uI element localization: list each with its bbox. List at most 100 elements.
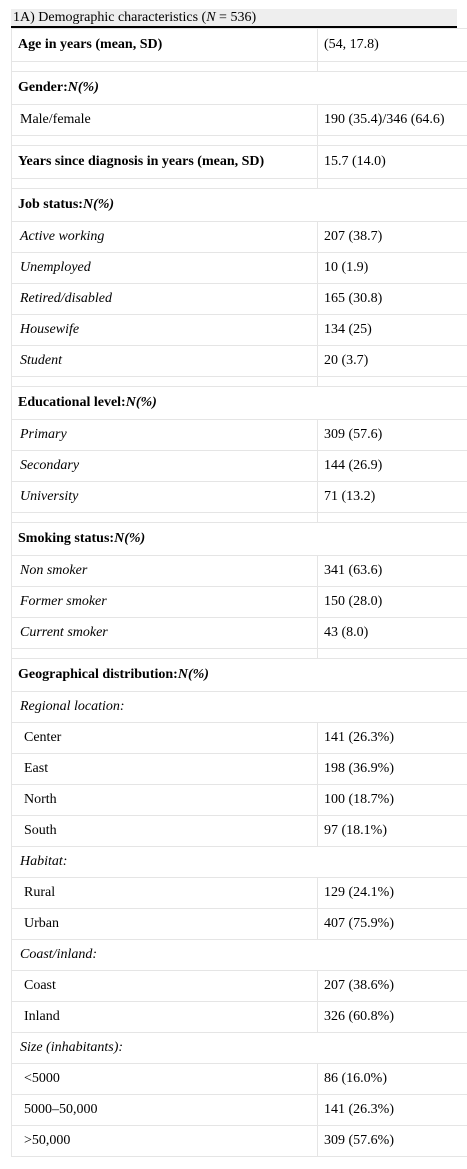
table-row: Unemployed 10 (1.9) xyxy=(11,252,467,284)
section-unit: N(%) xyxy=(114,531,146,546)
row-label: Male/female xyxy=(11,104,318,136)
section-gender: Gender:N(%) xyxy=(11,71,467,105)
table-row: <5000 86 (16.0%) xyxy=(11,1063,467,1095)
row-label: >50,000 xyxy=(11,1125,318,1157)
row-value: 165 (30.8) xyxy=(317,283,467,315)
age-label: Age in years (mean, SD) xyxy=(11,28,318,62)
row-label: Active working xyxy=(11,221,318,253)
section-job-status: Job status:N(%) xyxy=(11,188,467,222)
section-unit: N(%) xyxy=(125,395,157,410)
years-diagnosis-row: Years since diagnosis in years (mean, SD… xyxy=(11,145,467,179)
table-row: East 198 (36.9%) xyxy=(11,753,467,785)
table-row: Primary 309 (57.6) xyxy=(11,419,467,451)
table-row: Male/female 190 (35.4)/346 (64.6) xyxy=(11,104,467,136)
row-value: 97 (18.1%) xyxy=(317,815,467,847)
section-label: Job status: xyxy=(18,197,83,212)
row-label: East xyxy=(11,753,318,785)
age-value: (54, 17.8) xyxy=(317,28,467,62)
section-label: Smoking status: xyxy=(18,531,115,546)
separator-row xyxy=(11,376,467,387)
section-unit: N(%) xyxy=(177,667,209,682)
section-header: Educational level:N(%) xyxy=(11,386,467,420)
row-label: Retired/disabled xyxy=(11,283,318,315)
row-label: Urban xyxy=(11,908,318,940)
caption-prefix: 1A) Demographic characteristics ( xyxy=(13,10,207,25)
row-value: 43 (8.0) xyxy=(317,617,467,649)
subsection-label: Regional location: xyxy=(11,691,467,723)
row-value: 190 (35.4)/346 (64.6) xyxy=(317,104,467,136)
section-unit: N(%) xyxy=(67,80,99,95)
subsection-label: Habitat: xyxy=(11,846,467,878)
row-label: Inland xyxy=(11,1001,318,1033)
row-value: 407 (75.9%) xyxy=(317,908,467,940)
row-label: University xyxy=(11,481,318,513)
row-label: North xyxy=(11,784,318,816)
table-row: Former smoker 150 (28.0) xyxy=(11,586,467,618)
row-label: Student xyxy=(11,345,318,377)
table-caption: 1A) Demographic characteristics (N = 536… xyxy=(11,9,457,28)
row-label: Non smoker xyxy=(11,555,318,587)
row-label: <5000 xyxy=(11,1063,318,1095)
row-label: 5000–50,000 xyxy=(11,1094,318,1126)
years-diagnosis-label: Years since diagnosis in years (mean, SD… xyxy=(11,145,318,179)
row-label: Coast xyxy=(11,970,318,1002)
row-label: Primary xyxy=(11,419,318,451)
table-row: Retired/disabled 165 (30.8) xyxy=(11,283,467,315)
row-value: 144 (26.9) xyxy=(317,450,467,482)
caption-suffix: = 536) xyxy=(215,10,257,25)
table-row: Student 20 (3.7) xyxy=(11,345,467,377)
age-row: Age in years (mean, SD) (54, 17.8) xyxy=(11,28,467,62)
row-label: Rural xyxy=(11,877,318,909)
subsection-size: Size (inhabitants): xyxy=(11,1032,467,1064)
table-row: University 71 (13.2) xyxy=(11,481,467,513)
row-value: 20 (3.7) xyxy=(317,345,467,377)
table-row: South 97 (18.1%) xyxy=(11,815,467,847)
table-row: Secondary 144 (26.9) xyxy=(11,450,467,482)
separator-row xyxy=(11,178,467,189)
section-header: Smoking status:N(%) xyxy=(11,522,467,556)
section-label: Educational level: xyxy=(18,395,126,410)
row-label: Unemployed xyxy=(11,252,318,284)
table-row: 5000–50,000 141 (26.3%) xyxy=(11,1094,467,1126)
row-value: 207 (38.6%) xyxy=(317,970,467,1002)
table-row: Rural 129 (24.1%) xyxy=(11,877,467,909)
table-row: Non smoker 341 (63.6) xyxy=(11,555,467,587)
subsection-label: Coast/inland: xyxy=(11,939,467,971)
subsection-regional: Regional location: xyxy=(11,691,467,723)
table-row: >50,000 309 (57.6%) xyxy=(11,1125,467,1157)
row-value: 198 (36.9%) xyxy=(317,753,467,785)
table-row: Housewife 134 (25) xyxy=(11,314,467,346)
row-value: 341 (63.6) xyxy=(317,555,467,587)
table-row: North 100 (18.7%) xyxy=(11,784,467,816)
row-value: 150 (28.0) xyxy=(317,586,467,618)
row-value: 100 (18.7%) xyxy=(317,784,467,816)
separator-row xyxy=(11,648,467,659)
row-value: 10 (1.9) xyxy=(317,252,467,284)
row-value: 129 (24.1%) xyxy=(317,877,467,909)
row-label: Center xyxy=(11,722,318,754)
row-value: 141 (26.3%) xyxy=(317,722,467,754)
section-header: Geographical distribution:N(%) xyxy=(11,658,467,692)
subsection-habitat: Habitat: xyxy=(11,846,467,878)
row-label: South xyxy=(11,815,318,847)
row-label: Secondary xyxy=(11,450,318,482)
table-row: Center 141 (26.3%) xyxy=(11,722,467,754)
subsection-coast-inland: Coast/inland: xyxy=(11,939,467,971)
table-row: Coast 207 (38.6%) xyxy=(11,970,467,1002)
row-value: 71 (13.2) xyxy=(317,481,467,513)
row-value: 207 (38.7) xyxy=(317,221,467,253)
separator-row xyxy=(11,512,467,523)
subsection-label: Size (inhabitants): xyxy=(11,1032,467,1064)
row-label: Former smoker xyxy=(11,586,318,618)
row-label: Housewife xyxy=(11,314,318,346)
row-label: Current smoker xyxy=(11,617,318,649)
table-row: Inland 326 (60.8%) xyxy=(11,1001,467,1033)
row-value: 309 (57.6%) xyxy=(317,1125,467,1157)
row-value: 309 (57.6) xyxy=(317,419,467,451)
section-header: Gender:N(%) xyxy=(11,71,467,105)
row-value: 326 (60.8%) xyxy=(317,1001,467,1033)
section-geographical: Geographical distribution:N(%) xyxy=(11,658,467,692)
separator-row xyxy=(11,61,467,72)
table-row: Urban 407 (75.9%) xyxy=(11,908,467,940)
section-header: Job status:N(%) xyxy=(11,188,467,222)
